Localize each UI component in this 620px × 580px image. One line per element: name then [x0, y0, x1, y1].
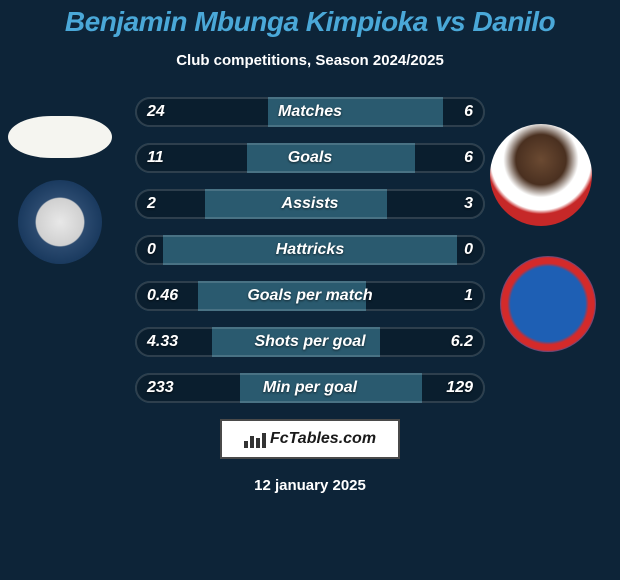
- stat-label: Goals per match: [135, 281, 485, 311]
- footer-date: 12 january 2025: [0, 477, 620, 494]
- stat-label: Matches: [135, 97, 485, 127]
- footer-logo-text: FcTables.com: [270, 430, 376, 448]
- stat-value-left: 11: [147, 143, 164, 173]
- stat-value-left: 24: [147, 97, 165, 127]
- stat-value-right: 6: [464, 97, 473, 127]
- stat-value-right: 129: [446, 373, 473, 403]
- stat-label: Min per goal: [135, 373, 485, 403]
- stat-value-left: 233: [147, 373, 174, 403]
- stat-value-left: 2: [147, 189, 156, 219]
- stat-label: Hattricks: [135, 235, 485, 265]
- player1-avatar: [8, 116, 112, 158]
- stat-value-left: 0: [147, 235, 156, 265]
- stat-row: Hattricks0 0: [135, 235, 485, 265]
- stat-row: Goals per match0.46 1: [135, 281, 485, 311]
- page-title: Benjamin Mbunga Kimpioka vs Danilo: [0, 0, 620, 38]
- stat-value-right: 0: [464, 235, 473, 265]
- stat-label: Shots per goal: [135, 327, 485, 357]
- comparison-card: Benjamin Mbunga Kimpioka vs Danilo Club …: [0, 0, 620, 580]
- bars-icon: [244, 430, 266, 448]
- footer-logo: FcTables.com: [220, 419, 400, 459]
- stat-row: Shots per goal4.33 6.2: [135, 327, 485, 357]
- player2-avatar: [490, 124, 592, 226]
- stat-value-left: 4.33: [147, 327, 178, 357]
- stat-label: Goals: [135, 143, 485, 173]
- stat-value-right: 6.2: [451, 327, 473, 357]
- stat-value-right: 1: [464, 281, 473, 311]
- stat-value-left: 0.46: [147, 281, 178, 311]
- subtitle: Club competitions, Season 2024/2025: [0, 52, 620, 69]
- club1-logo: [18, 180, 102, 264]
- club2-logo: [500, 256, 596, 352]
- stat-value-right: 6: [464, 143, 473, 173]
- stat-label: Assists: [135, 189, 485, 219]
- stat-row: Goals11 6: [135, 143, 485, 173]
- stat-row: Assists2 3: [135, 189, 485, 219]
- stat-row: Min per goal233 129: [135, 373, 485, 403]
- stat-value-right: 3: [464, 189, 473, 219]
- stat-row: Matches24 6: [135, 97, 485, 127]
